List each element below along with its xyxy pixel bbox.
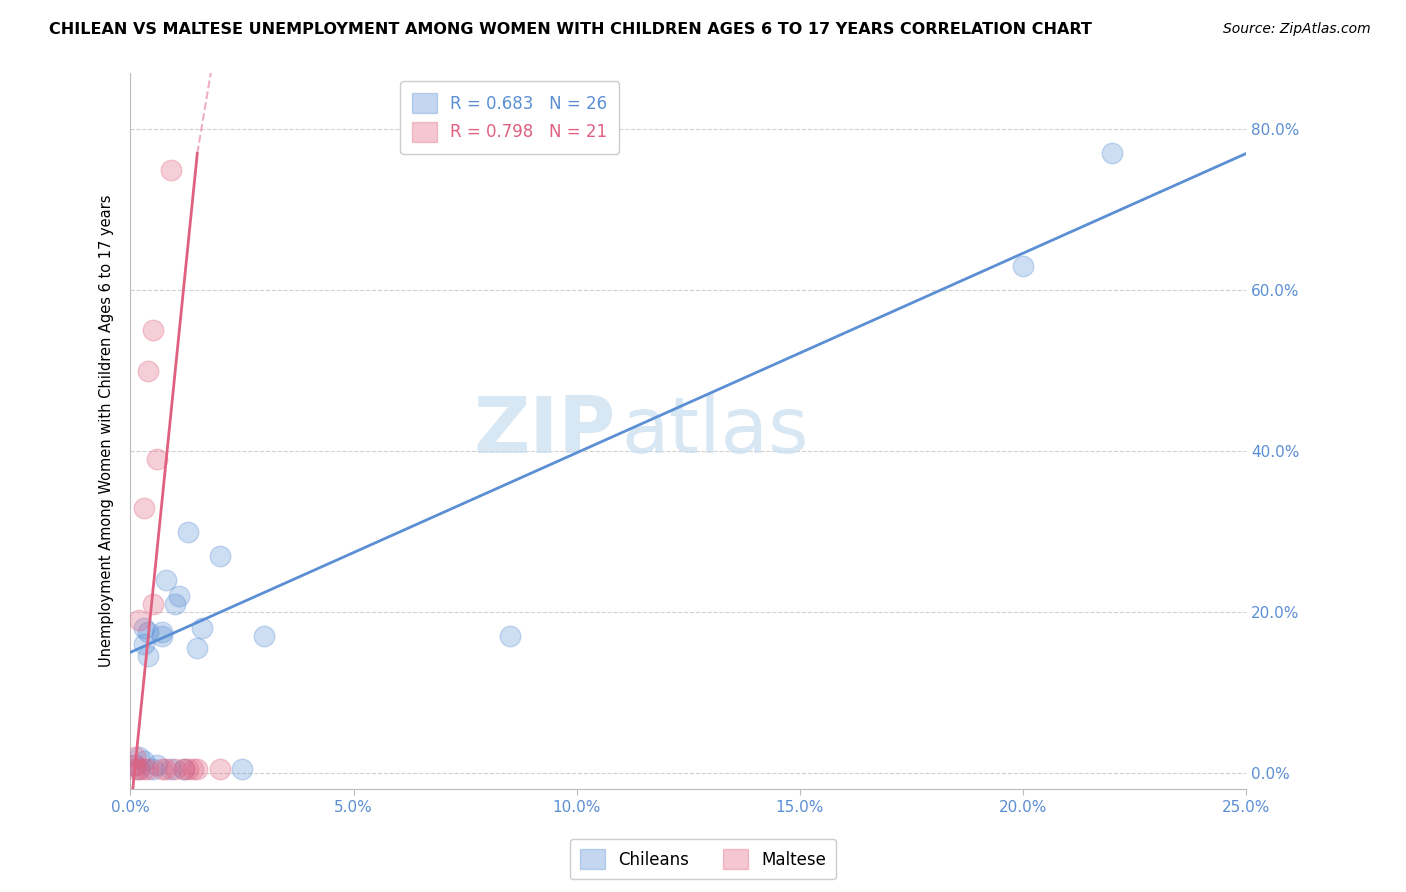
Point	[142, 762, 165, 776]
Text: ZIP: ZIP	[474, 393, 616, 469]
Point	[124, 762, 146, 776]
Point	[132, 500, 155, 515]
Point	[136, 762, 159, 776]
Legend: R = 0.683   N = 26, R = 0.798   N = 21: R = 0.683 N = 26, R = 0.798 N = 21	[401, 81, 619, 153]
Point	[186, 762, 208, 776]
Point	[124, 750, 146, 764]
Text: atlas: atlas	[621, 393, 808, 469]
Y-axis label: Unemployment Among Women with Children Ages 6 to 17 years: Unemployment Among Women with Children A…	[100, 194, 114, 667]
Text: CHILEAN VS MALTESE UNEMPLOYMENT AMONG WOMEN WITH CHILDREN AGES 6 TO 17 YEARS COR: CHILEAN VS MALTESE UNEMPLOYMENT AMONG WO…	[49, 22, 1092, 37]
Point	[132, 637, 155, 651]
Point	[136, 625, 159, 640]
Point	[163, 762, 186, 776]
Point	[132, 754, 155, 768]
Point	[150, 629, 173, 643]
Point	[155, 573, 177, 587]
Point	[142, 597, 165, 611]
Point	[177, 524, 200, 539]
Point	[177, 762, 200, 776]
Point	[124, 758, 146, 772]
Point	[163, 597, 186, 611]
Text: Source: ZipAtlas.com: Source: ZipAtlas.com	[1223, 22, 1371, 37]
Legend: Chileans, Maltese: Chileans, Maltese	[569, 838, 837, 880]
Point	[181, 762, 204, 776]
Point	[124, 758, 146, 772]
Point	[159, 162, 181, 177]
Point	[231, 762, 253, 776]
Point	[253, 629, 276, 643]
Point	[132, 621, 155, 635]
Point	[159, 762, 181, 776]
Point	[1101, 146, 1123, 161]
Point	[132, 762, 155, 776]
Point	[136, 649, 159, 664]
Point	[136, 364, 159, 378]
Point	[208, 762, 231, 776]
Point	[146, 452, 169, 467]
Point	[128, 762, 150, 776]
Point	[190, 621, 212, 635]
Point	[169, 589, 191, 603]
Point	[173, 762, 195, 776]
Point	[155, 762, 177, 776]
Point	[128, 750, 150, 764]
Point	[208, 549, 231, 563]
Point	[146, 758, 169, 772]
Point	[173, 762, 195, 776]
Point	[186, 641, 208, 656]
Point	[150, 625, 173, 640]
Point	[128, 613, 150, 627]
Point	[128, 762, 150, 776]
Point	[499, 629, 522, 643]
Point	[150, 762, 173, 776]
Point	[1012, 259, 1035, 273]
Point	[142, 323, 165, 337]
